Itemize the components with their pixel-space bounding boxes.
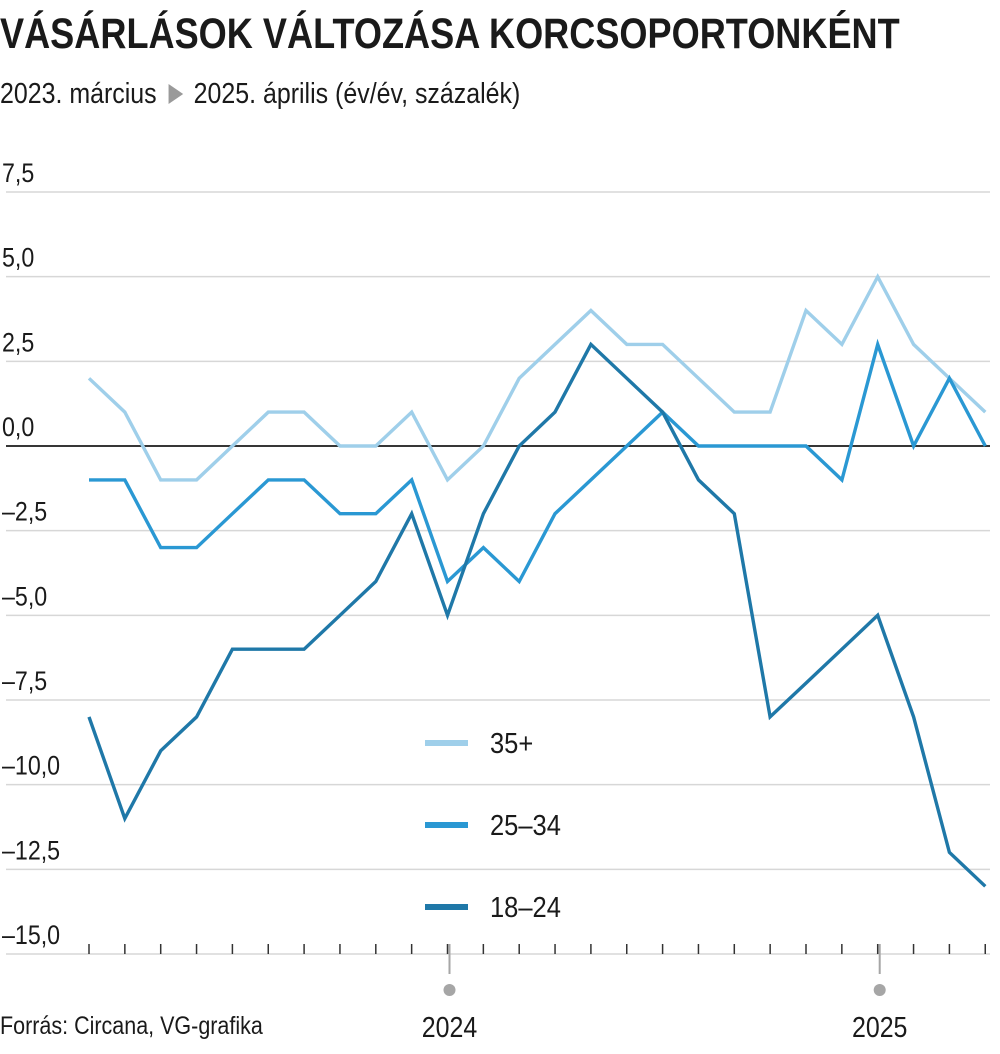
subtitle-start: 2023. március xyxy=(0,78,157,110)
x-tick-label: 2024 xyxy=(422,1011,477,1043)
source-note: Forrás: Circana, VG-grafika xyxy=(0,1012,263,1040)
legend-label: 18–24 xyxy=(490,890,561,923)
y-tick-label: 7,5 xyxy=(2,158,34,188)
y-tick-label: –2,5 xyxy=(2,497,47,527)
play-arrow-icon xyxy=(168,84,184,104)
y-tick-label: 5,0 xyxy=(2,243,34,273)
series-line xyxy=(89,338,987,585)
legend-label: 25–34 xyxy=(490,808,561,841)
y-tick-label: 2,5 xyxy=(2,328,34,358)
chart-subtitle: 2023. március 2025. április (év/év, száza… xyxy=(0,78,520,111)
legend-label: 35+ xyxy=(490,726,533,759)
y-tick-label: 0,0 xyxy=(2,412,34,442)
y-tick-label: –15,0 xyxy=(2,920,60,950)
series-line xyxy=(87,341,987,888)
series-line xyxy=(87,273,987,483)
year-marker-dot xyxy=(443,984,456,996)
subtitle-end: 2025. április (év/év, százalék) xyxy=(193,78,521,110)
chart-title: VÁSÁRLÁSOK VÁLTOZÁSA KORCSOPORTONKÉNT xyxy=(0,10,900,58)
y-tick-label: –5,0 xyxy=(2,582,47,612)
x-tick-label: 2025 xyxy=(852,1011,907,1043)
year-marker-dot xyxy=(873,984,886,996)
y-tick-label: –7,5 xyxy=(2,666,47,696)
y-tick-label: –12,5 xyxy=(2,836,60,866)
y-tick-label: –10,0 xyxy=(2,751,60,781)
